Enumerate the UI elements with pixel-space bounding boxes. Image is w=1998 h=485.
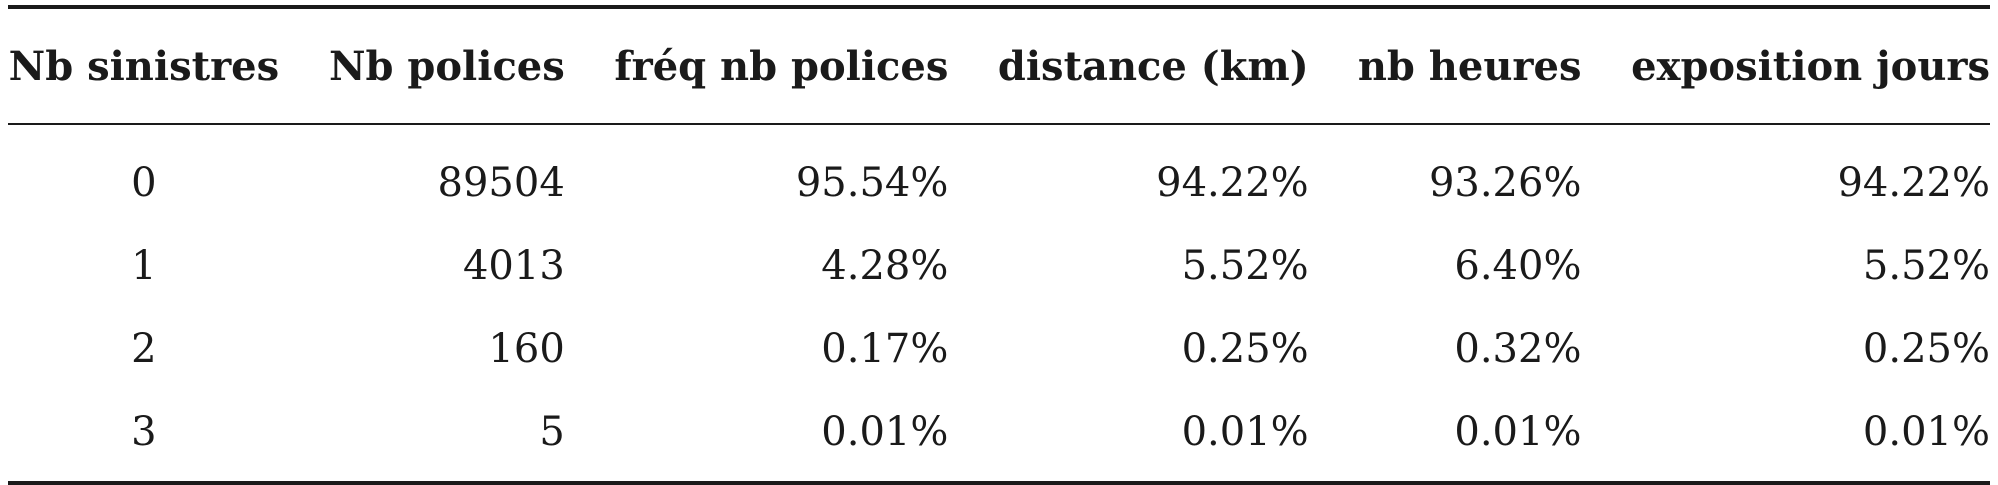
cell-nb-polices: 160 [488,325,565,372]
cell-nb-heures: 0.01% [1454,408,1582,455]
cell-nb-polices: 89504 [437,159,565,206]
header-distance-km: distance (km) [997,42,1309,90]
header-freq-nb-polices: fréq nb polices [614,42,949,90]
cell-freq-nb-polices: 0.01% [821,408,949,455]
header-nb-sinistres: Nb sinistres [8,42,280,90]
table-row: 3 5 0.01% 0.01% 0.01% 0.01% [8,390,1990,483]
header-nb-heures: nb heures [1357,42,1582,90]
cell-freq-nb-polices: 95.54% [795,159,949,206]
cell-exposition-jours: 5.52% [1862,242,1990,289]
table-row: 2 160 0.17% 0.25% 0.32% 0.25% [8,307,1990,390]
cell-distance-km: 5.52% [1181,242,1309,289]
cell-nb-polices: 4013 [462,242,565,289]
cell-nb-sinistres: 2 [131,325,157,372]
claims-frequency-table-container: Nb sinistres Nb polices fréq nb polices … [8,5,1990,485]
header-row: Nb sinistres Nb polices fréq nb polices … [8,7,1990,124]
cell-exposition-jours: 0.01% [1862,408,1990,455]
cell-distance-km: 0.01% [1181,408,1309,455]
cell-nb-sinistres: 3 [131,408,157,455]
cell-nb-sinistres: 0 [131,159,157,206]
cell-nb-polices: 5 [539,408,565,455]
cell-freq-nb-polices: 0.17% [821,325,949,372]
header-exposition-jours: exposition jours [1631,42,1990,90]
table-row: 1 4013 4.28% 5.52% 6.40% 5.52% [8,224,1990,307]
cell-freq-nb-polices: 4.28% [821,242,949,289]
cell-nb-heures: 93.26% [1428,159,1582,206]
header-nb-polices: Nb polices [328,42,565,90]
cell-exposition-jours: 94.22% [1837,159,1990,206]
cell-nb-sinistres: 1 [131,242,157,289]
cell-nb-heures: 0.32% [1454,325,1582,372]
table-row: 0 89504 95.54% 94.22% 93.26% 94.22% [8,124,1990,224]
claims-frequency-table: Nb sinistres Nb polices fréq nb polices … [8,5,1990,485]
cell-distance-km: 0.25% [1181,325,1309,372]
table-body: 0 89504 95.54% 94.22% 93.26% 94.22% 1 40… [8,124,1990,483]
cell-exposition-jours: 0.25% [1862,325,1990,372]
cell-distance-km: 94.22% [1156,159,1309,206]
cell-nb-heures: 6.40% [1454,242,1582,289]
table-header: Nb sinistres Nb polices fréq nb polices … [8,7,1990,124]
